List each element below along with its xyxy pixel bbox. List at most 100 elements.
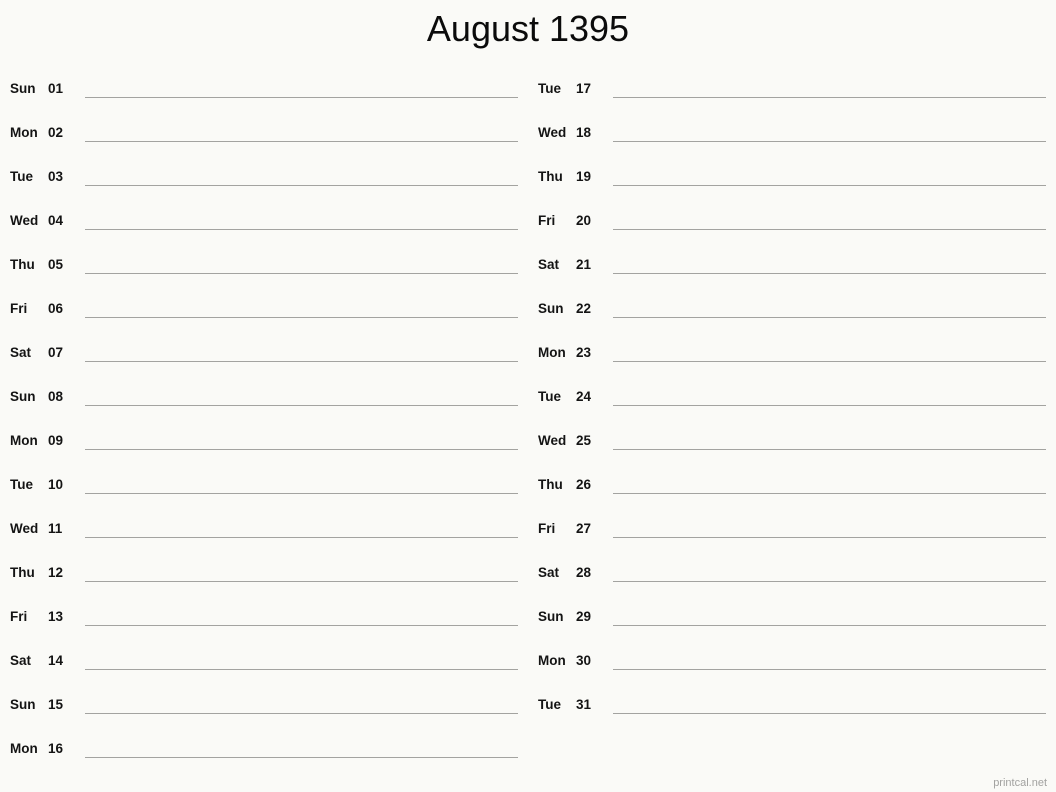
day-number: 14 [48, 652, 64, 668]
calendar-row: Sun 15 [10, 682, 518, 726]
day-number: 04 [48, 212, 64, 228]
row-labels: Wed 25 [538, 418, 591, 462]
calendar-row: Thu 05 [10, 242, 518, 286]
note-line [613, 317, 1046, 318]
calendar-row: Thu 12 [10, 550, 518, 594]
day-name: Thu [538, 168, 563, 184]
note-line [85, 273, 518, 274]
calendar-row: Fri 13 [10, 594, 518, 638]
day-number: 21 [576, 256, 592, 272]
calendar-row: Sun 01 [10, 66, 518, 110]
calendar-row: Sun 29 [538, 594, 1046, 638]
day-number: 31 [576, 696, 592, 712]
calendar-row: Sat 14 [10, 638, 518, 682]
calendar-row: Fri 27 [538, 506, 1046, 550]
day-name: Mon [538, 652, 566, 668]
day-name: Mon [10, 124, 38, 140]
note-line [613, 537, 1046, 538]
row-labels: Mon 16 [10, 726, 63, 770]
row-labels: Fri 13 [10, 594, 63, 638]
note-line [85, 581, 518, 582]
note-line [85, 405, 518, 406]
day-number: 02 [48, 124, 64, 140]
calendar-row: Thu 26 [538, 462, 1046, 506]
day-number: 30 [576, 652, 592, 668]
note-line [85, 625, 518, 626]
day-number: 27 [576, 520, 592, 536]
day-number: 20 [576, 212, 592, 228]
calendar-column-right: Tue 17 Wed 18 Thu 19 Fri 20 Sat 21 [538, 66, 1046, 726]
row-labels: Wed 04 [10, 198, 63, 242]
calendar-row: Sat 21 [538, 242, 1046, 286]
note-line [613, 625, 1046, 626]
calendar-row: Wed 04 [10, 198, 518, 242]
day-number: 08 [48, 388, 64, 404]
note-line [85, 537, 518, 538]
day-number: 03 [48, 168, 64, 184]
day-number: 19 [576, 168, 592, 184]
row-labels: Mon 02 [10, 110, 63, 154]
day-number: 28 [576, 564, 592, 580]
row-labels: Tue 17 [538, 66, 591, 110]
row-labels: Tue 24 [538, 374, 591, 418]
note-line [85, 229, 518, 230]
row-labels: Mon 30 [538, 638, 591, 682]
note-line [85, 317, 518, 318]
calendar-row: Mon 09 [10, 418, 518, 462]
note-line [613, 185, 1046, 186]
note-line [85, 97, 518, 98]
day-number: 16 [48, 740, 64, 756]
note-line [613, 405, 1046, 406]
note-line [613, 97, 1046, 98]
note-line [613, 229, 1046, 230]
note-line [613, 141, 1046, 142]
note-line [85, 141, 518, 142]
row-labels: Sun 08 [10, 374, 63, 418]
day-name: Tue [538, 696, 561, 712]
day-name: Sun [10, 696, 36, 712]
row-labels: Sun 29 [538, 594, 591, 638]
calendar-row: Tue 31 [538, 682, 1046, 726]
row-labels: Tue 31 [538, 682, 591, 726]
calendar-row: Tue 17 [538, 66, 1046, 110]
note-line [85, 757, 518, 758]
note-line [85, 713, 518, 714]
note-line [85, 449, 518, 450]
row-labels: Sun 15 [10, 682, 63, 726]
day-name: Fri [538, 520, 556, 536]
calendar-row: Mon 23 [538, 330, 1046, 374]
day-name: Fri [10, 300, 28, 316]
note-line [85, 493, 518, 494]
calendar-row: Mon 16 [10, 726, 518, 770]
day-name: Tue [10, 168, 33, 184]
note-line [85, 361, 518, 362]
day-number: 18 [576, 124, 592, 140]
day-number: 24 [576, 388, 592, 404]
note-line [613, 493, 1046, 494]
day-name: Tue [538, 80, 561, 96]
row-labels: Wed 18 [538, 110, 591, 154]
calendar-row: Tue 24 [538, 374, 1046, 418]
row-labels: Tue 10 [10, 462, 63, 506]
row-labels: Thu 12 [10, 550, 63, 594]
row-labels: Sun 01 [10, 66, 63, 110]
note-line [613, 713, 1046, 714]
day-number: 23 [576, 344, 592, 360]
day-number: 05 [48, 256, 64, 272]
day-name: Sun [10, 80, 36, 96]
day-name: Sat [538, 256, 560, 272]
note-line [613, 449, 1046, 450]
day-number: 25 [576, 432, 592, 448]
day-number: 09 [48, 432, 64, 448]
day-name: Wed [538, 124, 567, 140]
day-number: 22 [576, 300, 592, 316]
day-name: Thu [10, 256, 35, 272]
day-name: Thu [538, 476, 563, 492]
calendar-row: Fri 20 [538, 198, 1046, 242]
day-name: Sun [538, 300, 564, 316]
day-number: 29 [576, 608, 592, 624]
day-number: 13 [48, 608, 64, 624]
day-name: Mon [538, 344, 566, 360]
day-number: 12 [48, 564, 64, 580]
calendar-column-left: Sun 01 Mon 02 Tue 03 Wed 04 Thu 05 [10, 66, 518, 770]
